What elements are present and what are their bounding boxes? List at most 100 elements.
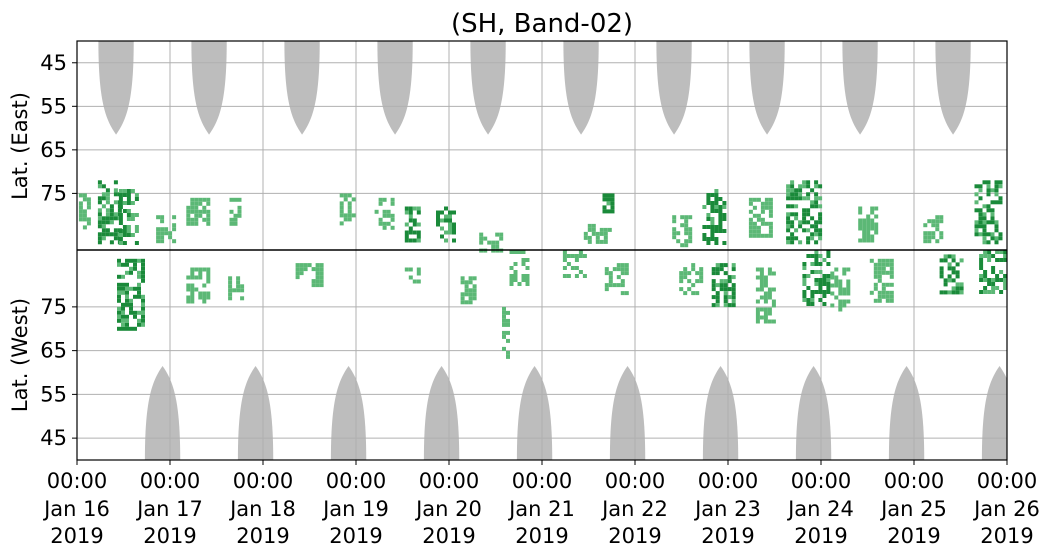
echo-cell (768, 213, 773, 218)
echo-cell (714, 229, 719, 233)
echo-cell (404, 238, 409, 243)
echo-cell (233, 221, 238, 226)
echo-cell (838, 283, 843, 288)
echo-cell (339, 221, 344, 226)
echo-cell (610, 193, 615, 198)
echo-cell (756, 229, 761, 234)
echo-cell (719, 283, 724, 288)
echo-cell (991, 254, 996, 258)
echo-cell (101, 196, 106, 201)
echo-cell (687, 279, 692, 284)
echo-cell (460, 292, 465, 297)
echo-cell (125, 302, 129, 307)
echo-cell (826, 274, 831, 278)
x-tick-year: 2019 (515, 524, 568, 548)
echo-cell (771, 319, 776, 324)
echo-cell (818, 290, 823, 294)
echo-cell (818, 232, 823, 237)
x-tick-year: 2019 (50, 524, 103, 548)
echo-cell (806, 212, 811, 217)
echo-cell (408, 230, 413, 235)
echo-cell (806, 254, 811, 258)
echo-cell (947, 290, 952, 295)
echo-cell (718, 205, 723, 209)
echo-cell (408, 218, 413, 223)
echo-cell (731, 267, 736, 272)
echo-cell (818, 236, 823, 241)
echo-cell (156, 235, 161, 240)
echo-cell (718, 197, 723, 201)
echo-cell (194, 213, 199, 218)
echo-cell (517, 250, 522, 254)
echo-cell (141, 294, 145, 299)
echo-cell (194, 209, 199, 214)
echo-cell (206, 213, 211, 218)
echo-cell (412, 279, 417, 284)
echo-cell (994, 240, 999, 245)
echo-cell (877, 262, 882, 267)
echo-cell (939, 274, 944, 279)
echo-cell (206, 217, 211, 222)
echo-cell (521, 274, 526, 278)
echo-cell (390, 225, 395, 230)
echo-cell (695, 279, 700, 284)
echo-cell (404, 234, 409, 239)
echo-cell (404, 206, 409, 211)
echo-cell (194, 287, 199, 292)
echo-cell (822, 258, 827, 262)
echo-cell (810, 232, 815, 237)
echo-cell (118, 217, 123, 221)
echo-cell (935, 219, 940, 224)
echo-cell (987, 282, 992, 286)
echo-cell (858, 218, 863, 223)
echo-cell (748, 217, 753, 222)
echo-cell (806, 180, 811, 185)
echo-cell (999, 290, 1004, 294)
echo-cell (826, 250, 831, 254)
echo-cell (798, 192, 803, 197)
echo-cell (125, 314, 129, 319)
echo-cell (610, 197, 615, 202)
echo-cell (676, 231, 681, 236)
echo-cell (117, 262, 121, 267)
echo-cell (877, 274, 882, 279)
echo-cluster (702, 189, 727, 245)
echo-cell (137, 258, 141, 263)
echo-cell (236, 276, 241, 281)
echo-cell (113, 216, 118, 221)
echo-cluster (228, 276, 245, 301)
echo-cell (122, 241, 127, 245)
echo-cell (710, 205, 715, 209)
echo-cell (935, 223, 940, 228)
echo-cell (794, 196, 799, 201)
echo-cell (101, 184, 106, 189)
echo-cell (172, 223, 177, 228)
x-tick-date: Jan 16 (42, 497, 110, 521)
echo-cell (727, 295, 732, 300)
echo-cell (137, 274, 141, 279)
echo-cell (347, 217, 352, 222)
echo-cell (711, 271, 716, 276)
echo-cell (101, 232, 106, 237)
echo-cell (604, 267, 609, 272)
echo-cell (760, 233, 765, 238)
echo-cell (101, 236, 106, 241)
echo-cell (130, 213, 135, 217)
echo-cell (122, 193, 127, 197)
echo-cell (610, 209, 615, 214)
echo-cell (990, 212, 995, 217)
echo-cell (160, 227, 165, 232)
echo-cell (86, 197, 91, 202)
echo-cell (983, 254, 988, 258)
echo-cell (760, 201, 765, 206)
echo-cell (186, 295, 191, 300)
echo-cell (768, 225, 773, 230)
x-tick-time: 00:00 (698, 469, 759, 493)
echo-cell (172, 215, 177, 220)
echo-cell (676, 239, 681, 244)
echo-cluster (583, 223, 612, 244)
echo-cell (186, 209, 191, 214)
echo-cell (101, 228, 106, 233)
echo-cell (315, 275, 320, 280)
echo-cell (802, 220, 807, 225)
